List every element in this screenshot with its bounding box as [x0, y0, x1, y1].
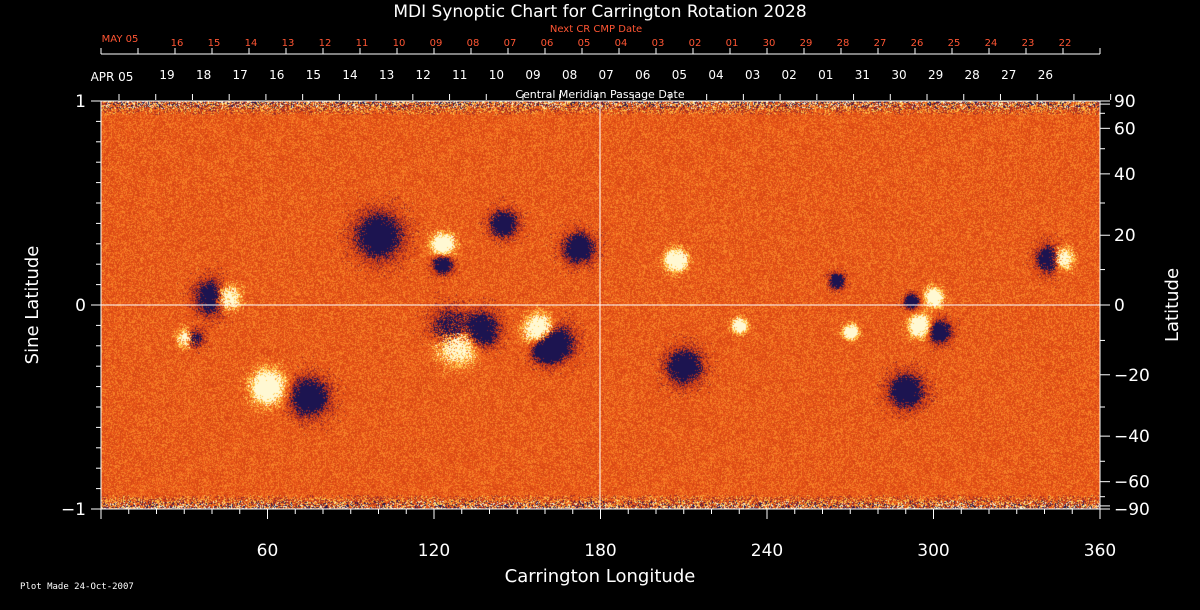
cmp-axis-date: 28: [965, 68, 980, 82]
cmp-axis-date: 30: [891, 68, 906, 82]
next-axis-date: 27: [874, 38, 887, 49]
next-axis-date: 22: [1059, 38, 1072, 49]
cmp-start-label: APR 05: [91, 70, 134, 84]
y-tick-label-right: −60: [1114, 473, 1150, 493]
cmp-axis-date: 08: [562, 68, 577, 82]
next-axis-date: 29: [800, 38, 813, 49]
next-axis-date: 28: [837, 38, 850, 49]
y-axis-label-right: Latitude: [1162, 268, 1183, 342]
x-tick-label: 120: [418, 541, 450, 561]
cmp-axis-date: 04: [708, 68, 723, 82]
next-cmp-axis-label: Next CR CMP Date: [550, 24, 642, 35]
next-axis-date: 24: [985, 38, 998, 49]
x-tick-label: 60: [257, 541, 279, 561]
plot-footer: Plot Made 24-Oct-2007: [20, 582, 134, 592]
y-tick-label-right: −90: [1114, 500, 1150, 520]
y-tick-label-right: −20: [1114, 366, 1150, 386]
cmp-axis-date: 09: [525, 68, 540, 82]
cmp-axis-date: 10: [489, 68, 504, 82]
y-tick-label-right: 20: [1114, 226, 1136, 246]
next-axis-date: 10: [393, 38, 406, 49]
next-axis-date: 03: [652, 38, 665, 49]
cmp-axis-date: 01: [818, 68, 833, 82]
y-tick-label-left: −1: [61, 500, 86, 520]
y-tick-label-right: 60: [1114, 119, 1136, 139]
cmp-axis-date: 29: [928, 68, 943, 82]
y-tick-label-right: 0: [1114, 296, 1125, 316]
latitude-axis: 90 60 40 20 0 −20 −40 −60 −90: [1099, 92, 1150, 520]
next-axis-date: 30: [763, 38, 776, 49]
cmp-date-axis: 19 18 17 16 15 14 13 12 11 10 09 08 07 06 05 04 03 02 01 31…: [118, 68, 1112, 100]
magnetogram-field: [101, 101, 1100, 509]
cmp-axis-date: 26: [1038, 68, 1053, 82]
next-axis-date: 12: [319, 38, 332, 49]
cmp-axis-label: Central Meridian Passage Date: [515, 88, 684, 101]
next-cmp-date-axis: 16 15 14 13 12 11 10 09 08 07 06 05 04 03 02 01 30 29 28 27…: [100, 38, 1101, 55]
x-axis-label: Carrington Longitude: [505, 566, 696, 587]
cmp-axis-date: 06: [635, 68, 650, 82]
cmp-axis-date: 16: [269, 68, 284, 82]
next-axis-date: 11: [356, 38, 369, 49]
next-axis-date: 02: [689, 38, 702, 49]
x-tick-label: 300: [917, 541, 949, 561]
next-axis-date: 25: [948, 38, 961, 49]
cmp-axis-date: 07: [599, 68, 614, 82]
next-axis-date: 16: [171, 38, 184, 49]
cmp-axis-date: 11: [452, 68, 467, 82]
next-axis-date: 05: [578, 38, 591, 49]
cmp-axis-date: 15: [306, 68, 321, 82]
x-tick-label: 240: [751, 541, 783, 561]
y-axis-label-left: Sine Latitude: [22, 246, 43, 365]
next-axis-date: 13: [282, 38, 295, 49]
cmp-axis-date: 13: [379, 68, 394, 82]
cmp-axis-date: 31: [855, 68, 870, 82]
cmp-axis-date: 18: [196, 68, 211, 82]
next-axis-date: 01: [726, 38, 739, 49]
next-cmp-start-label: MAY 05: [102, 34, 139, 45]
next-axis-date: 09: [430, 38, 443, 49]
next-axis-date: 06: [541, 38, 554, 49]
x-tick-label: 360: [1084, 541, 1116, 561]
cmp-axis-date: 03: [745, 68, 760, 82]
cmp-axis-date: 02: [782, 68, 797, 82]
next-axis-date: 14: [245, 38, 258, 49]
chart-title: MDI Synoptic Chart for Carrington Rotati…: [393, 2, 806, 22]
cmp-axis-date: 27: [1001, 68, 1016, 82]
y-tick-label-right: −40: [1114, 427, 1150, 447]
cmp-axis-date: 19: [159, 68, 174, 82]
cmp-axis-date: 14: [342, 68, 357, 82]
next-axis-date: 15: [208, 38, 221, 49]
cmp-axis-date: 17: [233, 68, 248, 82]
y-tick-label-left: 1: [75, 92, 86, 112]
next-axis-date: 23: [1022, 38, 1035, 49]
cmp-axis-date: 12: [416, 68, 431, 82]
y-tick-label-right: 40: [1114, 165, 1136, 185]
next-axis-date: 26: [911, 38, 924, 49]
y-tick-label-right: 90: [1114, 92, 1136, 112]
cmp-axis-date: 05: [672, 68, 687, 82]
x-tick-label: 180: [584, 541, 616, 561]
y-tick-label-left: 0: [75, 296, 86, 316]
next-axis-date: 08: [467, 38, 480, 49]
next-axis-date: 04: [615, 38, 628, 49]
next-axis-date: 07: [504, 38, 517, 49]
